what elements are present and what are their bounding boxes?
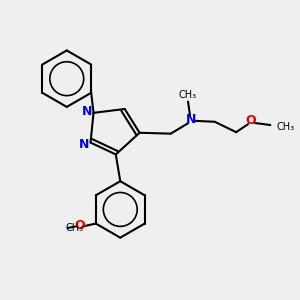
Text: O: O [74, 219, 85, 232]
Text: CH₃: CH₃ [276, 122, 294, 132]
Text: N: N [186, 113, 196, 126]
Text: CH₃: CH₃ [179, 90, 197, 100]
Text: CH₃: CH₃ [65, 223, 84, 233]
Text: N: N [82, 105, 92, 118]
Text: N: N [79, 138, 89, 151]
Text: O: O [246, 114, 256, 127]
